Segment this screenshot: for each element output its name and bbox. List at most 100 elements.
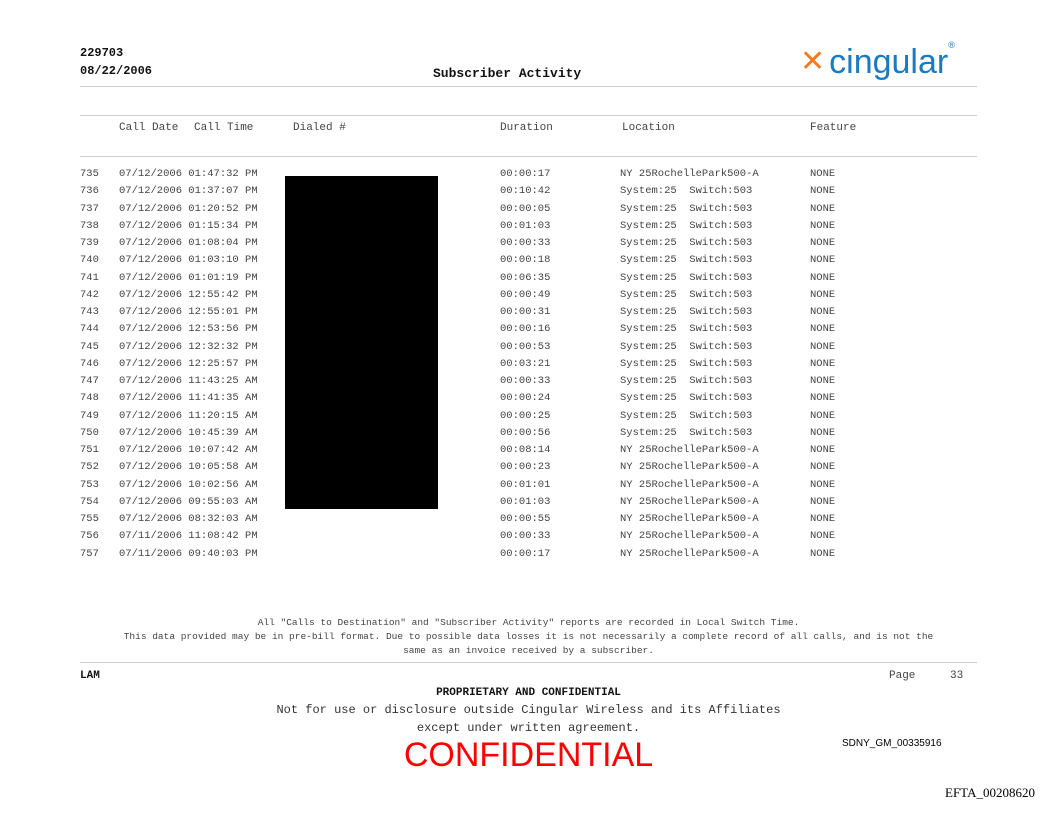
- row-number: 740: [80, 254, 99, 267]
- row-number: 744: [80, 323, 99, 336]
- feature: NONE: [810, 530, 836, 543]
- location: NY 25RochellePark500-A: [620, 495, 759, 508]
- location: System:25 Switch:503: [620, 288, 753, 301]
- duration: 00:06:35: [500, 271, 551, 284]
- row-number: 754: [80, 495, 99, 508]
- call-datetime: 07/12/2006 01:37:07 PM: [119, 185, 258, 198]
- location: NY 25RochellePark500-A: [620, 444, 759, 456]
- location: NY 25RochellePark500-A: [620, 478, 759, 491]
- row-number: 742: [80, 288, 99, 301]
- location: System:25 Switch:503: [620, 375, 753, 387]
- duration: 00:01:03: [500, 495, 551, 508]
- note-line: All "Calls to Destination" and "Subscrib…: [257, 617, 800, 628]
- page-title: Subscriber Activity: [433, 66, 582, 81]
- duration: 00:00:49: [500, 288, 551, 301]
- cingular-jack-icon: ✕: [800, 44, 826, 79]
- call-datetime: 07/12/2006 01:47:32 PM: [119, 168, 258, 180]
- call-datetime: 07/12/2006 01:20:52 PM: [119, 202, 258, 215]
- call-datetime: 07/12/2006 12:55:42 PM: [119, 288, 258, 301]
- location: NY 25RochellePark500-A: [620, 547, 759, 560]
- feature: NONE: [810, 323, 836, 336]
- disclaimer: Not for use or disclosure outside Cingul…: [276, 703, 781, 717]
- feature: NONE: [810, 426, 836, 439]
- note-line: This data provided may be in pre-bill fo…: [123, 631, 934, 642]
- feature: NONE: [810, 219, 836, 232]
- location: System:25 Switch:503: [620, 237, 753, 249]
- location: NY 25RochellePark500-A: [620, 530, 759, 543]
- duration: 00:08:14: [500, 444, 551, 456]
- duration: 00:00:17: [500, 547, 551, 560]
- col-call-date: Call Date: [119, 122, 179, 134]
- duration: 00:00:25: [500, 409, 551, 422]
- location: System:25 Switch:503: [620, 340, 753, 353]
- duration: 00:00:56: [500, 426, 551, 439]
- feature: NONE: [810, 168, 836, 180]
- location: System:25 Switch:503: [620, 357, 753, 370]
- call-datetime: 07/12/2006 01:03:10 PM: [119, 254, 258, 267]
- row-number: 741: [80, 271, 99, 284]
- location: System:25 Switch:503: [620, 202, 753, 215]
- location: System:25 Switch:503: [620, 271, 753, 284]
- feature: NONE: [810, 271, 836, 284]
- row-number: 746: [80, 357, 99, 370]
- row-number: 748: [80, 392, 99, 405]
- disclaimer: except under written agreement.: [416, 721, 641, 735]
- duration: 00:01:03: [500, 219, 551, 232]
- divider: [80, 662, 977, 663]
- row-number: 752: [80, 461, 99, 474]
- location: NY 25RochellePark500-A: [620, 168, 759, 180]
- location: System:25 Switch:503: [620, 409, 753, 422]
- duration: 00:10:42: [500, 185, 551, 198]
- row-number: 738: [80, 219, 99, 232]
- feature: NONE: [810, 254, 836, 267]
- feature: NONE: [810, 237, 836, 249]
- feature: NONE: [810, 547, 836, 560]
- row-number: 736: [80, 185, 99, 198]
- col-feature: Feature: [810, 122, 857, 134]
- efta-number: EFTA_00208620: [945, 785, 1035, 800]
- call-datetime: 07/12/2006 09:55:03 AM: [119, 495, 258, 508]
- location: NY 25RochellePark500-A: [620, 513, 759, 525]
- location: System:25 Switch:503: [620, 323, 753, 336]
- row-number: 747: [80, 375, 99, 387]
- call-datetime: 07/12/2006 12:25:57 PM: [119, 357, 258, 370]
- duration: 00:00:55: [500, 513, 551, 525]
- divider: [80, 86, 977, 87]
- call-datetime: 07/12/2006 10:07:42 AM: [119, 444, 258, 456]
- duration: 00:00:53: [500, 340, 551, 353]
- feature: NONE: [810, 513, 836, 525]
- feature: NONE: [810, 288, 836, 301]
- proprietary-notice: PROPRIETARY AND CONFIDENTIAL: [436, 687, 621, 699]
- call-datetime: 07/12/2006 12:55:01 PM: [119, 306, 258, 318]
- duration: 00:00:33: [500, 530, 551, 543]
- call-datetime: 07/11/2006 11:08:42 PM: [119, 530, 258, 543]
- duration: 00:00:17: [500, 168, 551, 180]
- row-number: 735: [80, 168, 99, 180]
- call-datetime: 07/12/2006 01:01:19 PM: [119, 271, 258, 284]
- redaction-box: [285, 176, 438, 509]
- location: System:25 Switch:503: [620, 306, 753, 318]
- row-number: 739: [80, 237, 99, 249]
- duration: 00:00:05: [500, 202, 551, 215]
- col-duration: Duration: [500, 122, 553, 134]
- page-label: Page: [889, 670, 916, 682]
- duration: 00:00:33: [500, 375, 551, 387]
- divider: [80, 115, 977, 116]
- feature: NONE: [810, 306, 836, 318]
- feature: NONE: [810, 392, 836, 405]
- call-datetime: 07/12/2006 11:41:35 AM: [119, 392, 258, 405]
- location: System:25 Switch:503: [620, 254, 753, 267]
- row-number: 749: [80, 409, 99, 422]
- footer-left: LAM: [80, 670, 100, 682]
- feature: NONE: [810, 357, 836, 370]
- row-number: 737: [80, 202, 99, 215]
- row-number: 753: [80, 478, 99, 491]
- duration: 00:00:16: [500, 323, 551, 336]
- duration: 00:00:23: [500, 461, 551, 474]
- call-datetime: 07/12/2006 01:08:04 PM: [119, 237, 258, 249]
- feature: NONE: [810, 444, 836, 456]
- report-id: 229703: [80, 46, 124, 60]
- report-date: 08/22/2006: [80, 64, 153, 78]
- location: NY 25RochellePark500-A: [620, 461, 759, 474]
